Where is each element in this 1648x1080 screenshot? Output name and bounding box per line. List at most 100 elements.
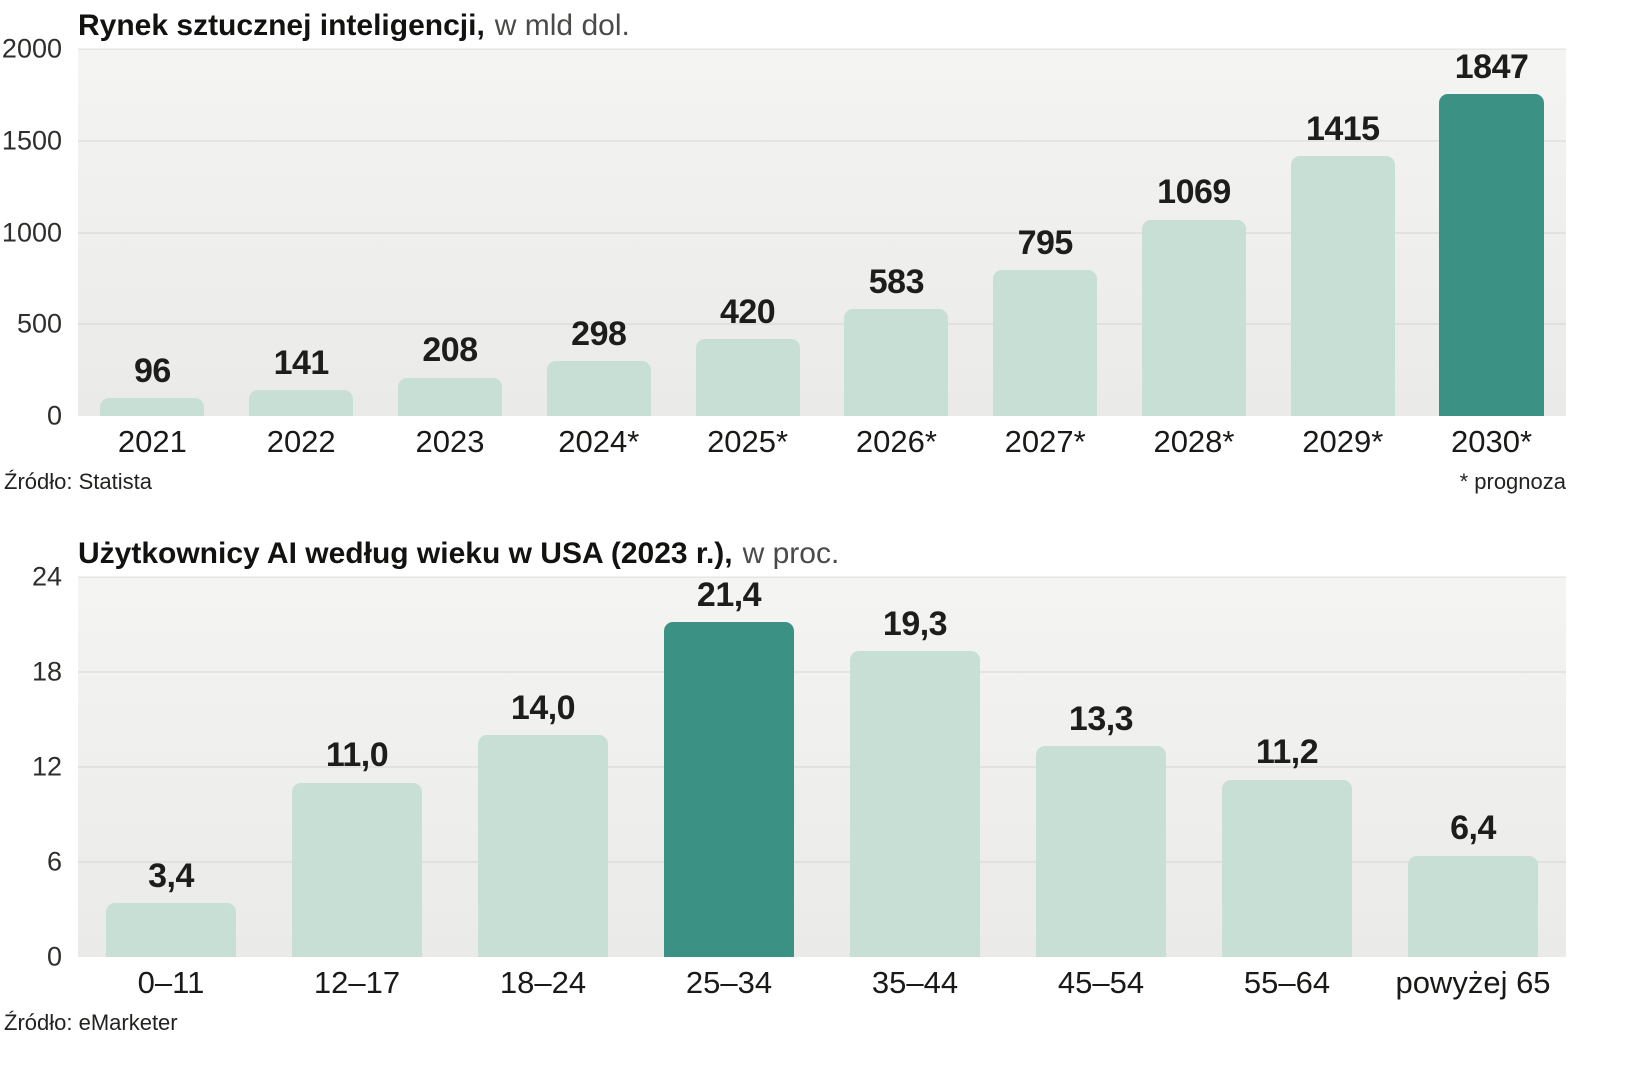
gridline — [78, 139, 1566, 142]
bar-value-label: 96 — [133, 352, 171, 390]
y-axis: 0 500 1000 1500 2000 — [0, 35, 78, 429]
bar — [105, 903, 237, 957]
bar — [1221, 779, 1353, 957]
bar — [477, 735, 609, 957]
y-tick-label: 0 — [46, 941, 62, 972]
y-tick-label: 1000 — [1, 217, 62, 247]
bar-column: 583 — [822, 49, 971, 416]
gridline — [78, 766, 1566, 768]
chart-title-bold: Użytkownicy AI według wieku w USA (2023 … — [78, 536, 733, 570]
gridline — [78, 48, 1566, 50]
bar-column: 1847 — [1417, 48, 1566, 416]
ai-market-chart: Rynek sztucznej inteligencji, w mld dol.… — [0, 2, 1648, 496]
bar — [546, 361, 651, 416]
bar — [1407, 855, 1539, 957]
source-label: Źródło: eMarketer — [4, 1010, 178, 1035]
y-tick-label: 6 — [46, 846, 62, 877]
bar-column: 420 — [673, 49, 822, 416]
y-tick-label: 0 — [46, 400, 62, 431]
gridline — [78, 861, 1566, 863]
bar-value-label: 420 — [719, 292, 776, 331]
y-tick-label: 2000 — [1, 33, 62, 64]
y-tick-label: 1500 — [1, 125, 62, 156]
y-tick-label: 500 — [16, 308, 62, 339]
bar-column: 11,0 — [264, 577, 450, 957]
bar-value-label: 6,4 — [1450, 809, 1496, 848]
bar — [1141, 219, 1247, 416]
x-tick-label: 35–44 — [871, 965, 959, 1000]
x-axis: 0–11 12–17 18–24 25–34 35–44 45–54 55–64 powyże… — [78, 965, 1566, 1001]
gridline — [78, 671, 1566, 673]
ai-users-age-chart: Użytkownicy AI według wieku w USA (2023 … — [0, 530, 1648, 1037]
chart-title-unit: w mld dol. — [494, 8, 630, 42]
x-tick-label: 55–64 — [1243, 965, 1331, 1000]
gridline — [78, 231, 1566, 234]
bar-value-label: 795 — [1017, 223, 1074, 262]
plot-area: 96 141 208 298 420 583 795 1069 1415 1847 — [78, 48, 1566, 416]
x-tick-label: 45–54 — [1057, 965, 1145, 1000]
x-tick-label: 12–17 — [313, 965, 401, 1000]
chart-title-bold: Rynek sztucznej inteligencji, — [78, 8, 485, 42]
source-row: Źródło: Statista * prognoza — [0, 468, 1648, 496]
bar-column: 208 — [376, 49, 525, 416]
bars-row: 3,4 11,0 14,0 21,4 19,3 13,3 11,2 6,4 — [78, 576, 1566, 957]
y-tick-label: 24 — [31, 561, 62, 592]
y-axis: 0 6 12 18 24 — [0, 563, 78, 970]
bar — [1290, 156, 1395, 416]
chart-body: 0 500 1000 1500 2000 96 141 208 298 420 583 795 106… — [0, 35, 1648, 429]
bar — [1035, 746, 1167, 957]
bar-column: 141 — [227, 49, 376, 416]
x-tick-label: powyżej 65 — [1395, 965, 1551, 1000]
x-tick-label: 2029* — [1302, 424, 1384, 459]
bar-value-label: 14,0 — [510, 688, 576, 727]
gridline — [78, 323, 1566, 326]
bar — [291, 782, 423, 957]
bar-value-label: 13,3 — [1068, 700, 1134, 739]
bar-value-label: 583 — [868, 262, 925, 301]
bar — [993, 270, 1098, 416]
x-tick-label: 2030* — [1451, 424, 1533, 459]
bar — [844, 309, 949, 416]
bar-value-label: 19,3 — [882, 605, 948, 644]
bars-row: 96 141 208 298 420 583 795 1069 1415 1847 — [78, 48, 1566, 416]
bar-column: 96 — [78, 49, 227, 416]
x-tick-label: 2023 — [415, 424, 485, 459]
chart-title-unit: w proc. — [742, 536, 840, 570]
bar — [397, 377, 503, 416]
bar-column: 13,3 — [1008, 577, 1194, 957]
x-tick-label: 0–11 — [137, 965, 205, 1000]
bar-highlighted — [1439, 94, 1544, 416]
bar — [849, 651, 981, 957]
bar-highlighted — [663, 622, 795, 957]
bar-value-label: 11,2 — [1255, 733, 1319, 772]
x-tick-label: 25–34 — [685, 965, 773, 1000]
x-tick-label: 2022 — [266, 424, 336, 459]
x-tick-label: 2026* — [855, 424, 937, 459]
bar-column: 21,4 — [636, 576, 822, 957]
bar-value-label: 1847 — [1454, 48, 1529, 86]
footnote-label: * prognoza — [1459, 469, 1566, 494]
bar-value-label: 141 — [273, 343, 330, 382]
plot-area: 3,4 11,0 14,0 21,4 19,3 13,3 11,2 6,4 — [78, 576, 1566, 957]
bar-column: 1415 — [1268, 49, 1417, 416]
bar-value-label: 3,4 — [148, 856, 194, 895]
bar-column: 298 — [524, 49, 673, 416]
y-tick-label: 12 — [31, 751, 62, 782]
bar-value-label: 298 — [571, 314, 627, 353]
bar-value-label: 1069 — [1157, 173, 1231, 212]
x-tick-label: 2021 — [117, 424, 187, 459]
x-tick-label: 18–24 — [499, 965, 587, 1000]
bar-column: 1069 — [1120, 49, 1269, 416]
bar-column: 795 — [971, 49, 1120, 416]
x-tick-label: 2025* — [707, 424, 789, 459]
bar-column: 11,2 — [1194, 577, 1380, 957]
bar-column: 14,0 — [450, 577, 636, 957]
bar — [100, 398, 205, 416]
bar-value-label: 1415 — [1305, 109, 1380, 148]
bar-column: 19,3 — [822, 577, 1008, 957]
bar — [695, 338, 800, 416]
chart-title: Użytkownicy AI według wieku w USA (2023 … — [0, 530, 1648, 577]
x-axis-row: 2021 2022 2023 2024* 2025* 2026* 2027* 2028* 202… — [0, 416, 1648, 468]
y-tick-label: 18 — [31, 656, 62, 687]
